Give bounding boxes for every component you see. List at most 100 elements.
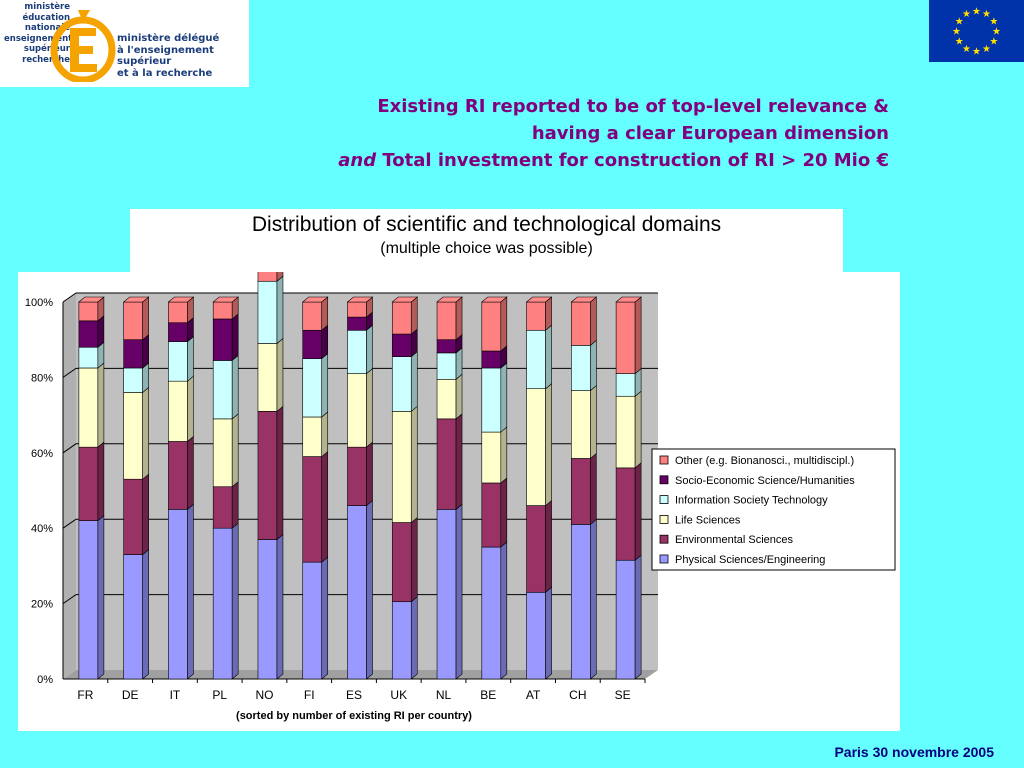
bar-segment-front — [391, 601, 412, 680]
bar-segment-side — [97, 362, 105, 448]
bar-segment-front — [347, 505, 367, 680]
bar-segment — [615, 554, 642, 680]
x-tick-label: IT — [170, 688, 181, 702]
legend-label: Life Sciences — [675, 514, 741, 526]
bar-segment-side — [276, 533, 284, 680]
bar-segment-side — [366, 367, 373, 448]
bar-top-cap — [436, 296, 463, 303]
bar-segment — [123, 386, 149, 480]
bar-segment — [257, 337, 284, 412]
bar-segment-front — [481, 431, 502, 484]
bar-segment-side — [231, 354, 239, 420]
bar-segment-front — [123, 392, 143, 480]
bar-segment-side — [634, 296, 642, 375]
bar-segment-front — [526, 329, 546, 390]
chart-title: Distribution of scientific and technolog… — [251, 213, 722, 236]
x-tick-label: FI — [304, 688, 315, 702]
bar-segment-side — [455, 373, 463, 420]
bar-segment-front — [526, 505, 546, 593]
bar-segment — [481, 362, 508, 433]
bar-segment-front — [481, 350, 502, 369]
bar-segment-side — [590, 452, 597, 526]
bar-segment-front — [615, 373, 636, 397]
eu-star-icon: ★ — [955, 37, 964, 48]
bar-segment-front — [615, 301, 636, 374]
logo-line: recherche — [22, 54, 70, 65]
bar-segment — [391, 405, 418, 524]
bar-segment-front — [347, 316, 367, 331]
bar-segment-front — [212, 360, 233, 420]
x-tick-label: NO — [255, 688, 273, 702]
bar-segment-front — [571, 458, 591, 525]
bar-segment-front — [571, 390, 591, 459]
bar-segment-front — [168, 341, 188, 382]
bar-segment — [212, 296, 239, 320]
bar-segment-front — [347, 301, 367, 318]
bar-segment — [571, 384, 597, 460]
logo-right-text: ministère délégué à l'enseignement supér… — [117, 33, 249, 79]
eu-star-icon: ★ — [955, 17, 964, 28]
bar-segment — [78, 362, 105, 448]
bar-segment-front — [436, 339, 457, 354]
bar-top-cap — [78, 296, 105, 303]
bar-segment-front — [78, 320, 99, 348]
gridline — [62, 518, 658, 529]
bar-segment — [78, 515, 105, 680]
bar-segment-side — [455, 503, 463, 680]
bar-segment-side — [545, 586, 552, 680]
bar-segment — [526, 296, 552, 331]
x-tick-label: DE — [122, 688, 139, 702]
bar-segment-front — [257, 411, 278, 540]
bar-segment-side — [634, 462, 642, 561]
bar-segment — [257, 275, 284, 345]
bar-segment — [571, 518, 597, 680]
bar-segment-front — [302, 301, 323, 331]
bar-segment-front — [168, 441, 188, 510]
bar-segment-side — [321, 450, 329, 563]
bar-segment-side — [187, 335, 194, 382]
chart-legend — [651, 448, 896, 571]
bar-segment-side — [545, 383, 552, 507]
bar-segment-side — [590, 339, 597, 392]
bar-segment-side — [500, 296, 508, 352]
bar-segment-front — [78, 446, 99, 521]
logo-line: ministère délégué — [117, 33, 220, 44]
bar-segment — [526, 324, 552, 390]
bar-segment-side — [455, 413, 463, 510]
eu-star-icon: ★ — [992, 27, 1001, 38]
bar-segment-front — [78, 301, 99, 322]
chart-panel: 0% 20% 40% 60% 80% 100% FR DE IT PL NO FI ES UK NL BE AT… — [18, 264, 900, 731]
bar-segment-side — [455, 296, 463, 341]
bar-segment-front — [257, 343, 278, 412]
bar-top-cap — [346, 296, 374, 303]
bar-segment — [526, 586, 552, 680]
bar-segment — [168, 335, 194, 382]
bar-segment-front — [526, 591, 546, 680]
bar-segment-front — [391, 333, 412, 357]
x-tick-label: FR — [77, 688, 93, 702]
bar-segment-front — [78, 520, 99, 680]
bar-segment-front — [168, 322, 188, 342]
bar-segment — [481, 426, 508, 484]
bar-segment — [571, 339, 597, 392]
bar-segment-side — [142, 548, 149, 680]
bar-segment — [168, 503, 194, 680]
eu-star-icon: ★ — [962, 44, 971, 55]
bar-segment-front — [257, 280, 278, 344]
x-tick-label: CH — [569, 688, 586, 702]
bar-segment — [571, 296, 597, 346]
bar-segment — [391, 296, 418, 335]
legend-swatch — [659, 495, 669, 505]
chart-title-box: Distribution of scientific and technolog… — [130, 209, 843, 272]
bar-segment-front — [481, 482, 502, 548]
bar-segment — [123, 548, 149, 680]
bar-segment-front — [436, 352, 457, 380]
eu-star-icon: ★ — [962, 9, 971, 20]
x-tick-label: SE — [615, 688, 631, 702]
bar-segment — [526, 499, 552, 593]
legend-swatch — [659, 475, 669, 485]
bar-segment — [347, 324, 373, 375]
bar-segment — [526, 383, 552, 507]
bar-segment-front — [481, 546, 502, 680]
bar-segment — [436, 296, 463, 341]
